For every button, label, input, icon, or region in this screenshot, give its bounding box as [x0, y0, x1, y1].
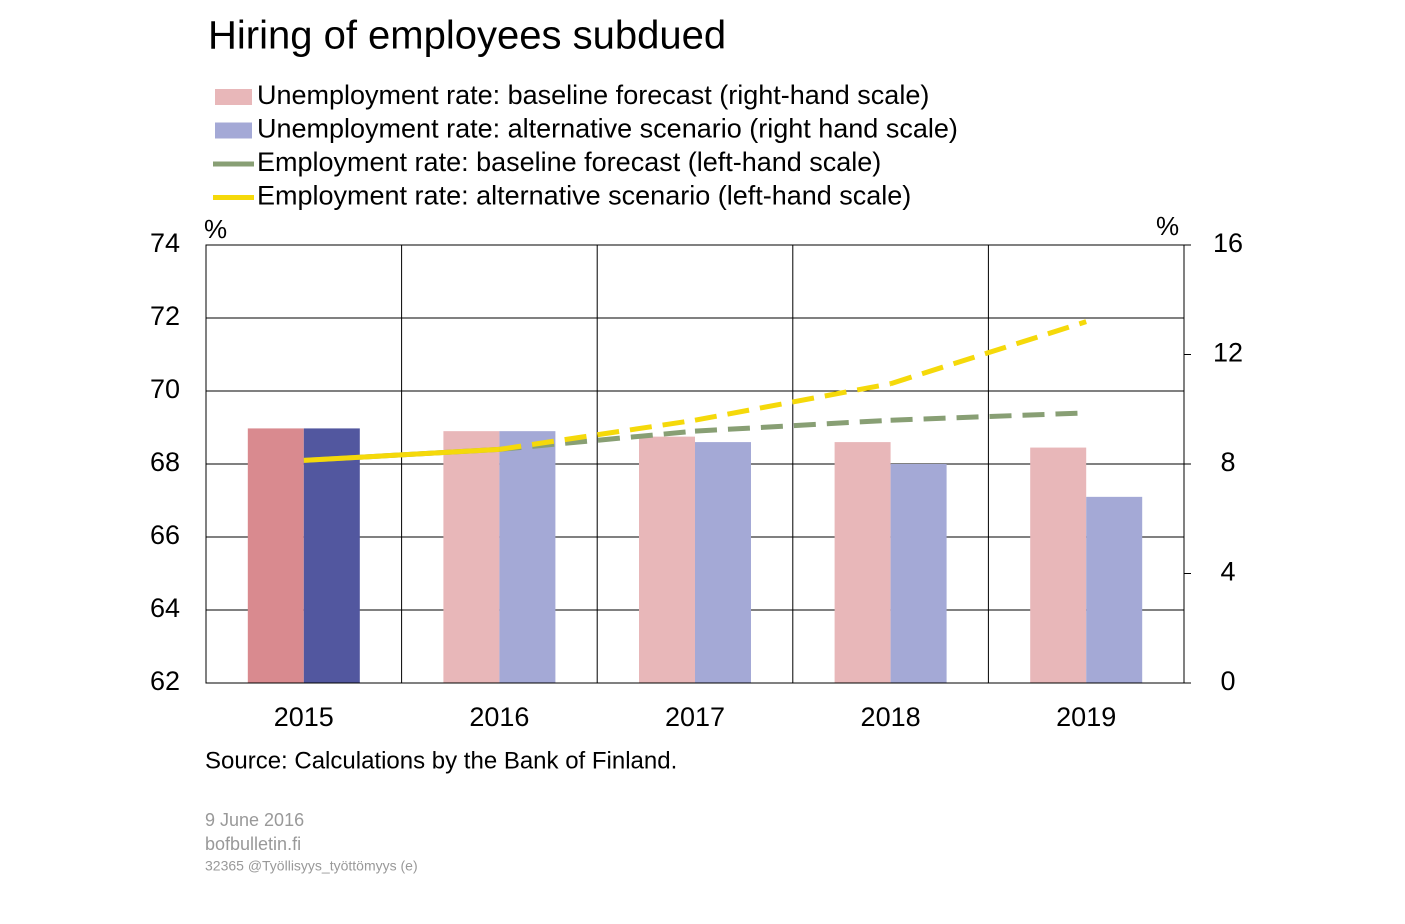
- y-tick-label: 74: [150, 228, 180, 258]
- y2-unit: %: [1156, 211, 1179, 241]
- y-tick-label: 72: [150, 301, 180, 331]
- y-tick-label: 68: [150, 447, 180, 477]
- bar: [834, 442, 891, 683]
- y2-tick-label: 12: [1213, 338, 1243, 368]
- x-tick-label: 2018: [861, 702, 921, 732]
- y2-tick-label: 0: [1220, 666, 1235, 696]
- bar: [890, 464, 947, 683]
- bar: [303, 428, 360, 683]
- x-tick-label: 2019: [1056, 702, 1116, 732]
- bar: [443, 431, 500, 683]
- legend-label: Employment rate: baseline forecast (left…: [257, 147, 881, 177]
- x-tick-label: 2017: [665, 702, 725, 732]
- legend-label: Unemployment rate: alternative scenario …: [257, 114, 958, 144]
- footer-site: bofbulletin.fi: [205, 834, 301, 854]
- line-segment: [303, 446, 500, 463]
- y-tick-label: 62: [150, 666, 180, 696]
- bar: [1086, 496, 1143, 683]
- bar: [247, 428, 304, 683]
- legend-label: Unemployment rate: baseline forecast (ri…: [257, 80, 929, 110]
- bar: [695, 442, 751, 683]
- bar: [499, 431, 556, 683]
- legend-swatch: [215, 122, 252, 139]
- y-tick-label: 66: [150, 520, 180, 550]
- footer-code: 32365 @Työllisyys_työttömyys (e): [205, 858, 418, 874]
- y-unit: %: [204, 214, 227, 244]
- bar: [1030, 447, 1087, 683]
- y-tick-label: 64: [150, 593, 180, 623]
- y2-tick-label: 8: [1220, 447, 1235, 477]
- legend-label: Employment rate: alternative scenario (l…: [257, 181, 911, 211]
- plot-frame: [205, 244, 1185, 684]
- footer-date: 9 June 2016: [205, 810, 304, 830]
- y2-tick-label: 16: [1213, 228, 1243, 258]
- source: Source: Calculations by the Bank of Finl…: [205, 747, 677, 774]
- x-tick-label: 2015: [274, 702, 334, 732]
- legend-swatch: [215, 89, 252, 105]
- chart-title: Hiring of employees subdued: [208, 14, 726, 58]
- line-segment: [694, 381, 892, 423]
- bar: [639, 436, 695, 683]
- x-tick-label: 2016: [469, 702, 529, 732]
- line-segment: [889, 319, 1087, 387]
- y2-tick-label: 4: [1220, 557, 1235, 587]
- y-tick-label: 70: [150, 374, 180, 404]
